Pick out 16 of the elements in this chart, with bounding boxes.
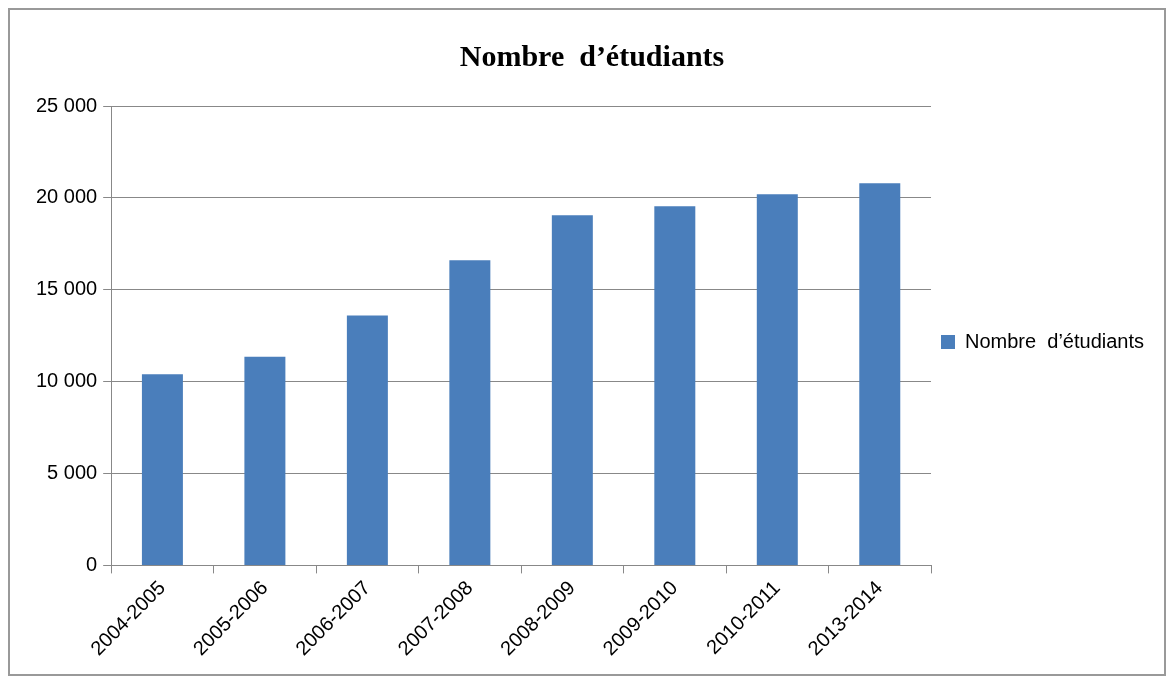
legend-label: Nombre d’étudiants	[965, 329, 1144, 352]
y-tick-label: 0	[86, 552, 98, 575]
bar	[346, 315, 388, 565]
y-tick-label: 15 000	[36, 277, 98, 300]
bar	[756, 194, 798, 565]
bar	[244, 356, 286, 565]
bar	[141, 374, 183, 565]
chart-title: Nombre d’étudiants	[459, 38, 725, 72]
y-tick-label: 20 000	[36, 185, 98, 208]
bar	[859, 183, 901, 565]
bar	[654, 206, 696, 565]
y-tick-label: 25 000	[36, 93, 98, 116]
y-tick-label: 5 000	[47, 461, 98, 484]
bar	[551, 215, 593, 565]
y-tick-label: 10 000	[36, 369, 98, 392]
bar	[449, 260, 491, 565]
